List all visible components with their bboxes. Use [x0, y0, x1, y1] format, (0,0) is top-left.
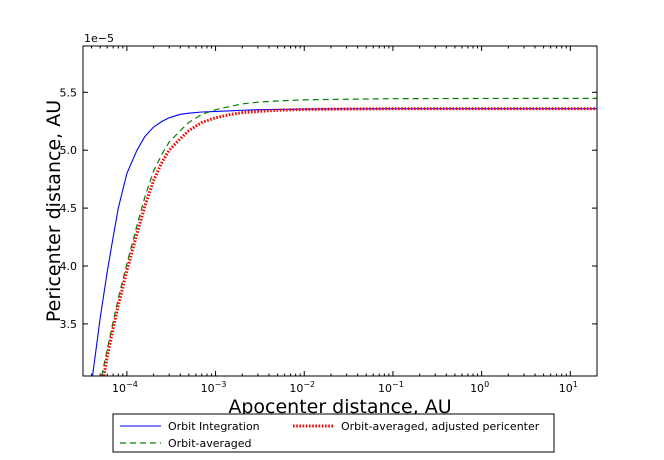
y-tick-label: 5.5 — [60, 86, 78, 99]
x-tick-label: 10−2 — [289, 380, 315, 395]
x-tick-label: 100 — [470, 380, 489, 395]
y-tick-label: 3.5 — [60, 318, 78, 331]
legend-box — [112, 413, 555, 453]
plot-area — [83, 46, 597, 376]
y-axis-label: Pericenter distance, AU — [43, 100, 65, 322]
legend-label-1: Orbit-averaged — [168, 437, 252, 450]
x-tick-label: 10−4 — [112, 380, 138, 395]
y-tick-label: 4.0 — [60, 260, 78, 273]
series-line-1 — [101, 97, 597, 376]
y-scale-offset-label: 1e−5 — [84, 32, 114, 45]
series-line-2 — [102, 107, 597, 376]
x-tick-label: 10−3 — [201, 380, 227, 395]
x-tick-label: 101 — [559, 380, 578, 395]
legend: Orbit Integration Orbit-averaged Orbit-ave… — [112, 413, 555, 453]
series-line-0 — [92, 108, 597, 376]
y-tick-label: 4.5 — [60, 202, 78, 215]
x-axis-label: Apocenter distance, AU — [228, 396, 451, 418]
y-tick-label: 5.0 — [60, 144, 78, 157]
plot-frame — [82, 45, 598, 377]
legend-label-0: Orbit Integration — [168, 420, 260, 433]
x-tick-label: 10−1 — [378, 380, 404, 395]
legend-label-2: Orbit-averaged, adjusted pericenter — [341, 420, 540, 433]
